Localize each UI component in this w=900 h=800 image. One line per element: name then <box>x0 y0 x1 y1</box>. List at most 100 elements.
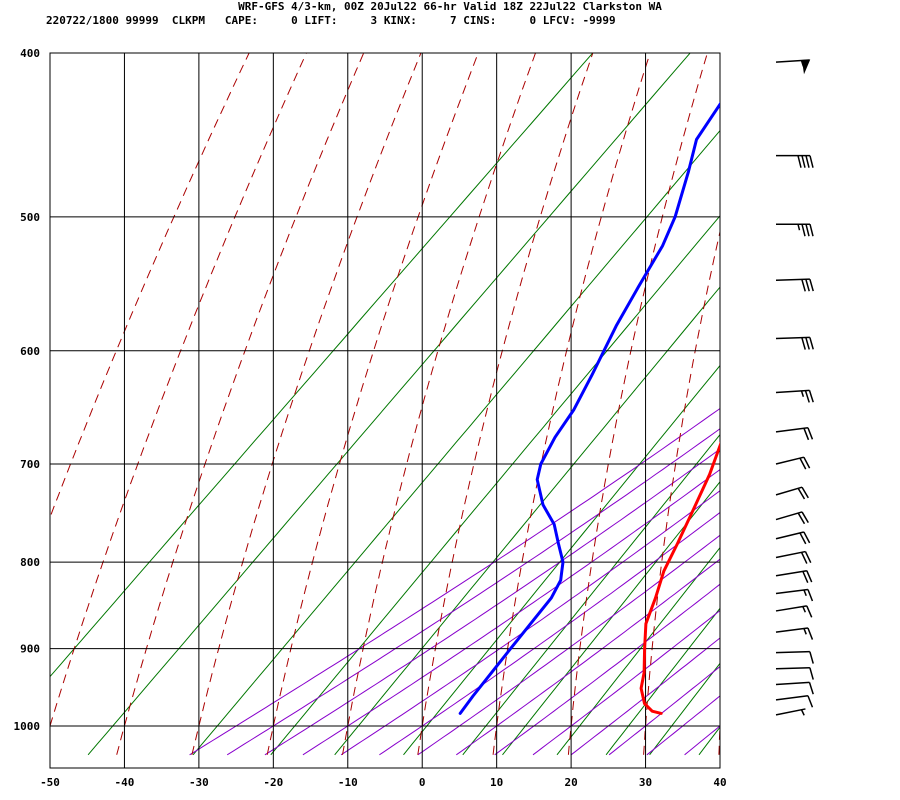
wind-barb <box>775 511 809 525</box>
wind-barb <box>775 278 814 292</box>
dry-adiabat-line <box>191 53 422 755</box>
mixing-ratio-line <box>403 364 720 756</box>
cins-value: CINS: 0 <box>463 14 537 27</box>
wind-barb-flag <box>797 487 806 500</box>
wind-barb-staff <box>775 427 809 433</box>
wind-barb <box>775 708 806 716</box>
mixing-ratio-line <box>270 215 720 756</box>
wind-barb-staff <box>775 486 803 496</box>
wind-barb-flag <box>801 224 806 237</box>
lift-value: LIFT: 3 <box>304 14 378 27</box>
wind-barb-flag <box>804 551 812 564</box>
wind-barb-flag <box>809 667 814 680</box>
wind-barb <box>775 695 814 708</box>
wind-barb <box>776 154 814 168</box>
wind-barb-flag <box>805 155 810 168</box>
temperature-line <box>639 441 720 715</box>
dry-adiabat-line <box>116 53 365 755</box>
y-tick-label: 600 <box>20 345 40 358</box>
wind-barb-flag <box>807 427 814 440</box>
wind-barb-staff <box>775 666 810 670</box>
wind-barb-flag <box>806 570 813 583</box>
wind-barb <box>775 666 814 680</box>
wind-barb-flag <box>807 695 814 708</box>
wind-barb-flag <box>801 511 809 523</box>
wind-barb-staff <box>775 588 809 595</box>
y-axis-ticks: 400 500 600 700 800 900 1000 <box>14 47 41 733</box>
wind-barb <box>775 486 809 500</box>
wind-barb-flag <box>802 571 809 584</box>
wind-barb-half-flag <box>803 589 807 597</box>
station-id: CLKPM <box>171 14 205 27</box>
cape-value: CAPE: 0 <box>224 14 298 27</box>
wind-barb <box>776 223 814 237</box>
dry-adiabat-line <box>567 53 708 755</box>
wind-barb-staff <box>775 511 803 521</box>
wind-barb-half-flag <box>797 224 801 231</box>
wind-barb-flag <box>801 486 809 499</box>
wind-barb-half-flag <box>803 628 807 635</box>
wind-barb-flag <box>800 552 808 564</box>
dry-adiabat-line <box>417 53 594 755</box>
wind-barb <box>775 605 813 618</box>
wind-barb-flag <box>807 589 814 602</box>
y-tick-label: 700 <box>20 458 40 471</box>
x-tick-label: -50 <box>40 776 60 789</box>
wind-barb-flag <box>809 224 814 237</box>
lfcv-value: LFCV: -9999 <box>542 14 616 27</box>
x-tick-label: -40 <box>115 776 135 789</box>
mixing-ratio-line <box>50 53 594 678</box>
mixing-ratio-line <box>605 607 720 756</box>
wind-barb <box>775 59 811 75</box>
dry-adiabat-line <box>643 229 720 755</box>
moist-adiabat-line <box>532 609 720 756</box>
wind-barb <box>775 389 814 403</box>
wind-barb <box>775 336 814 350</box>
wind-barb-staff <box>775 681 810 686</box>
wind-barb-staff <box>775 278 810 281</box>
mixing-ratio-line <box>698 726 720 756</box>
moist-adiabat-line <box>226 428 720 756</box>
temperature-profile <box>639 441 720 715</box>
wind-barb-flag <box>805 224 810 237</box>
wind-barb-flag <box>808 682 814 695</box>
dry-adiabat-line <box>50 53 307 728</box>
wind-barb-flag <box>808 390 814 403</box>
wind-barb-flag <box>809 278 814 292</box>
wind-barb <box>775 427 814 441</box>
chart-title: WRF-GFS 4/3-km, 00Z 20Jul22 66-hr Valid … <box>238 0 662 13</box>
x-tick-label: -20 <box>263 776 283 789</box>
isotherms <box>123 53 647 768</box>
wind-barb-staff <box>775 605 807 612</box>
dry-adiabat-line <box>869 34 900 754</box>
wind-barb-flag <box>803 456 811 469</box>
wind-barb-flag <box>809 651 814 664</box>
wind-barb <box>775 456 811 470</box>
mixing-ratio-line <box>462 433 720 756</box>
x-tick-label: 10 <box>490 776 503 789</box>
wind-barb-flag <box>801 279 806 292</box>
mixing-ratio-line <box>649 662 720 756</box>
dry-adiabat-line <box>794 34 883 754</box>
wind-barb <box>775 550 812 564</box>
wind-barb-flag <box>805 337 810 350</box>
x-tick-label: 20 <box>564 776 577 789</box>
wind-barb-staff <box>775 456 805 465</box>
x-tick-label: 30 <box>639 776 652 789</box>
wind-barb-flag <box>799 532 807 545</box>
y-tick-label: 900 <box>20 643 40 656</box>
moist-adiabat-line <box>494 583 720 756</box>
wind-barbs <box>775 59 814 716</box>
wind-barb-half-flag <box>802 606 807 613</box>
moist-adiabat-line <box>570 637 720 756</box>
wind-barb-flag <box>803 531 811 544</box>
wind-barb-flag <box>809 337 814 350</box>
moist-adiabat-line <box>340 490 720 756</box>
wind-barb-staff <box>775 650 810 654</box>
wind-barb-flag <box>799 457 807 470</box>
mixing-ratio-line <box>556 546 720 756</box>
wind-barb-flag <box>806 605 813 618</box>
moist-adiabat-line <box>608 665 720 756</box>
wind-barb-staff <box>775 695 809 701</box>
